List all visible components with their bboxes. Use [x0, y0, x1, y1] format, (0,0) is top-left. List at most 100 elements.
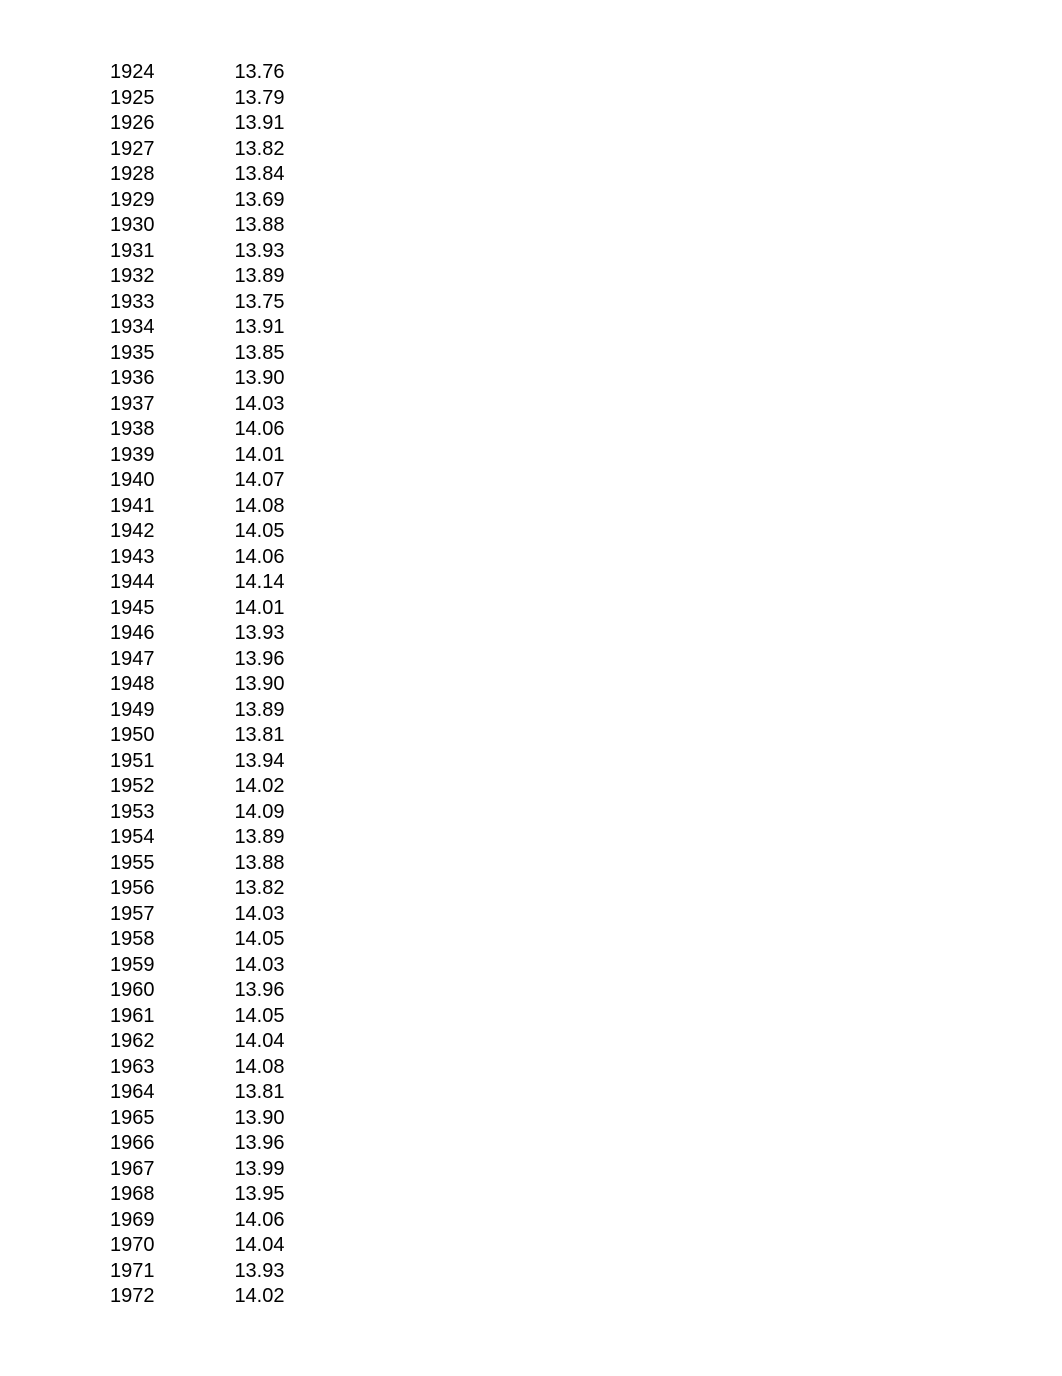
table-row: 193213.89	[110, 264, 285, 290]
table-row: 194114.08	[110, 494, 285, 520]
value-cell: 13.69	[215, 188, 285, 214]
year-cell: 1948	[110, 672, 215, 698]
year-cell: 1931	[110, 239, 215, 265]
table-row: 194314.06	[110, 545, 285, 571]
table-row: 194813.90	[110, 672, 285, 698]
year-cell: 1958	[110, 927, 215, 953]
table-row: 193313.75	[110, 290, 285, 316]
value-cell: 13.93	[215, 1259, 285, 1285]
table-row: 193714.03	[110, 392, 285, 418]
table-row: 196413.81	[110, 1080, 285, 1106]
value-cell: 14.04	[215, 1233, 285, 1259]
value-cell: 13.89	[215, 264, 285, 290]
table-row: 193513.85	[110, 341, 285, 367]
table-row: 192513.79	[110, 86, 285, 112]
value-cell: 14.08	[215, 494, 285, 520]
table-row: 192413.76	[110, 60, 285, 86]
value-cell: 14.05	[215, 1004, 285, 1030]
year-cell: 1924	[110, 60, 215, 86]
value-cell: 13.96	[215, 647, 285, 673]
table-row: 196114.05	[110, 1004, 285, 1030]
year-cell: 1970	[110, 1233, 215, 1259]
table-row: 194414.14	[110, 570, 285, 596]
table-row: 195113.94	[110, 749, 285, 775]
value-cell: 14.06	[215, 1208, 285, 1234]
year-cell: 1955	[110, 851, 215, 877]
year-cell: 1928	[110, 162, 215, 188]
year-cell: 1959	[110, 953, 215, 979]
value-cell: 14.14	[215, 570, 285, 596]
table-row: 193613.90	[110, 366, 285, 392]
year-cell: 1963	[110, 1055, 215, 1081]
table-row: 193113.93	[110, 239, 285, 265]
table-row: 194214.05	[110, 519, 285, 545]
year-cell: 1940	[110, 468, 215, 494]
year-cell: 1925	[110, 86, 215, 112]
year-cell: 1954	[110, 825, 215, 851]
table-row: 193013.88	[110, 213, 285, 239]
value-cell: 14.01	[215, 596, 285, 622]
table-row: 194713.96	[110, 647, 285, 673]
data-table: 192413.76192513.79192613.91192713.821928…	[110, 60, 285, 1310]
value-cell: 13.76	[215, 60, 285, 86]
value-cell: 14.05	[215, 519, 285, 545]
table-row: 193814.06	[110, 417, 285, 443]
table-row: 195314.09	[110, 800, 285, 826]
year-cell: 1947	[110, 647, 215, 673]
value-cell: 13.96	[215, 978, 285, 1004]
year-cell: 1936	[110, 366, 215, 392]
year-cell: 1943	[110, 545, 215, 571]
value-cell: 13.90	[215, 672, 285, 698]
table-row: 194913.89	[110, 698, 285, 724]
year-cell: 1933	[110, 290, 215, 316]
value-cell: 13.96	[215, 1131, 285, 1157]
table-row: 195214.02	[110, 774, 285, 800]
table-row: 192713.82	[110, 137, 285, 163]
year-cell: 1932	[110, 264, 215, 290]
value-cell: 13.84	[215, 162, 285, 188]
value-cell: 13.91	[215, 315, 285, 341]
year-cell: 1969	[110, 1208, 215, 1234]
year-cell: 1957	[110, 902, 215, 928]
year-cell: 1972	[110, 1284, 215, 1310]
table-row: 195613.82	[110, 876, 285, 902]
year-cell: 1961	[110, 1004, 215, 1030]
table-row: 196314.08	[110, 1055, 285, 1081]
value-cell: 13.89	[215, 698, 285, 724]
value-cell: 13.81	[215, 1080, 285, 1106]
year-cell: 1966	[110, 1131, 215, 1157]
value-cell: 14.05	[215, 927, 285, 953]
table-row: 196013.96	[110, 978, 285, 1004]
year-cell: 1937	[110, 392, 215, 418]
year-cell: 1951	[110, 749, 215, 775]
year-cell: 1956	[110, 876, 215, 902]
table-row: 195914.03	[110, 953, 285, 979]
table-row: 196914.06	[110, 1208, 285, 1234]
year-cell: 1965	[110, 1106, 215, 1132]
table-row: 195413.89	[110, 825, 285, 851]
table-row: 195513.88	[110, 851, 285, 877]
table-row: 192813.84	[110, 162, 285, 188]
value-cell: 14.01	[215, 443, 285, 469]
year-cell: 1962	[110, 1029, 215, 1055]
table-row: 195714.03	[110, 902, 285, 928]
value-cell: 13.89	[215, 825, 285, 851]
value-cell: 13.93	[215, 621, 285, 647]
value-cell: 13.91	[215, 111, 285, 137]
value-cell: 14.09	[215, 800, 285, 826]
year-cell: 1952	[110, 774, 215, 800]
year-cell: 1929	[110, 188, 215, 214]
table-row: 193914.01	[110, 443, 285, 469]
value-cell: 13.90	[215, 1106, 285, 1132]
year-cell: 1935	[110, 341, 215, 367]
year-cell: 1942	[110, 519, 215, 545]
table-row: 196613.96	[110, 1131, 285, 1157]
year-cell: 1946	[110, 621, 215, 647]
table-row: 196813.95	[110, 1182, 285, 1208]
value-cell: 14.03	[215, 902, 285, 928]
table-row: 197214.02	[110, 1284, 285, 1310]
year-cell: 1930	[110, 213, 215, 239]
year-cell: 1938	[110, 417, 215, 443]
year-cell: 1927	[110, 137, 215, 163]
value-cell: 13.81	[215, 723, 285, 749]
